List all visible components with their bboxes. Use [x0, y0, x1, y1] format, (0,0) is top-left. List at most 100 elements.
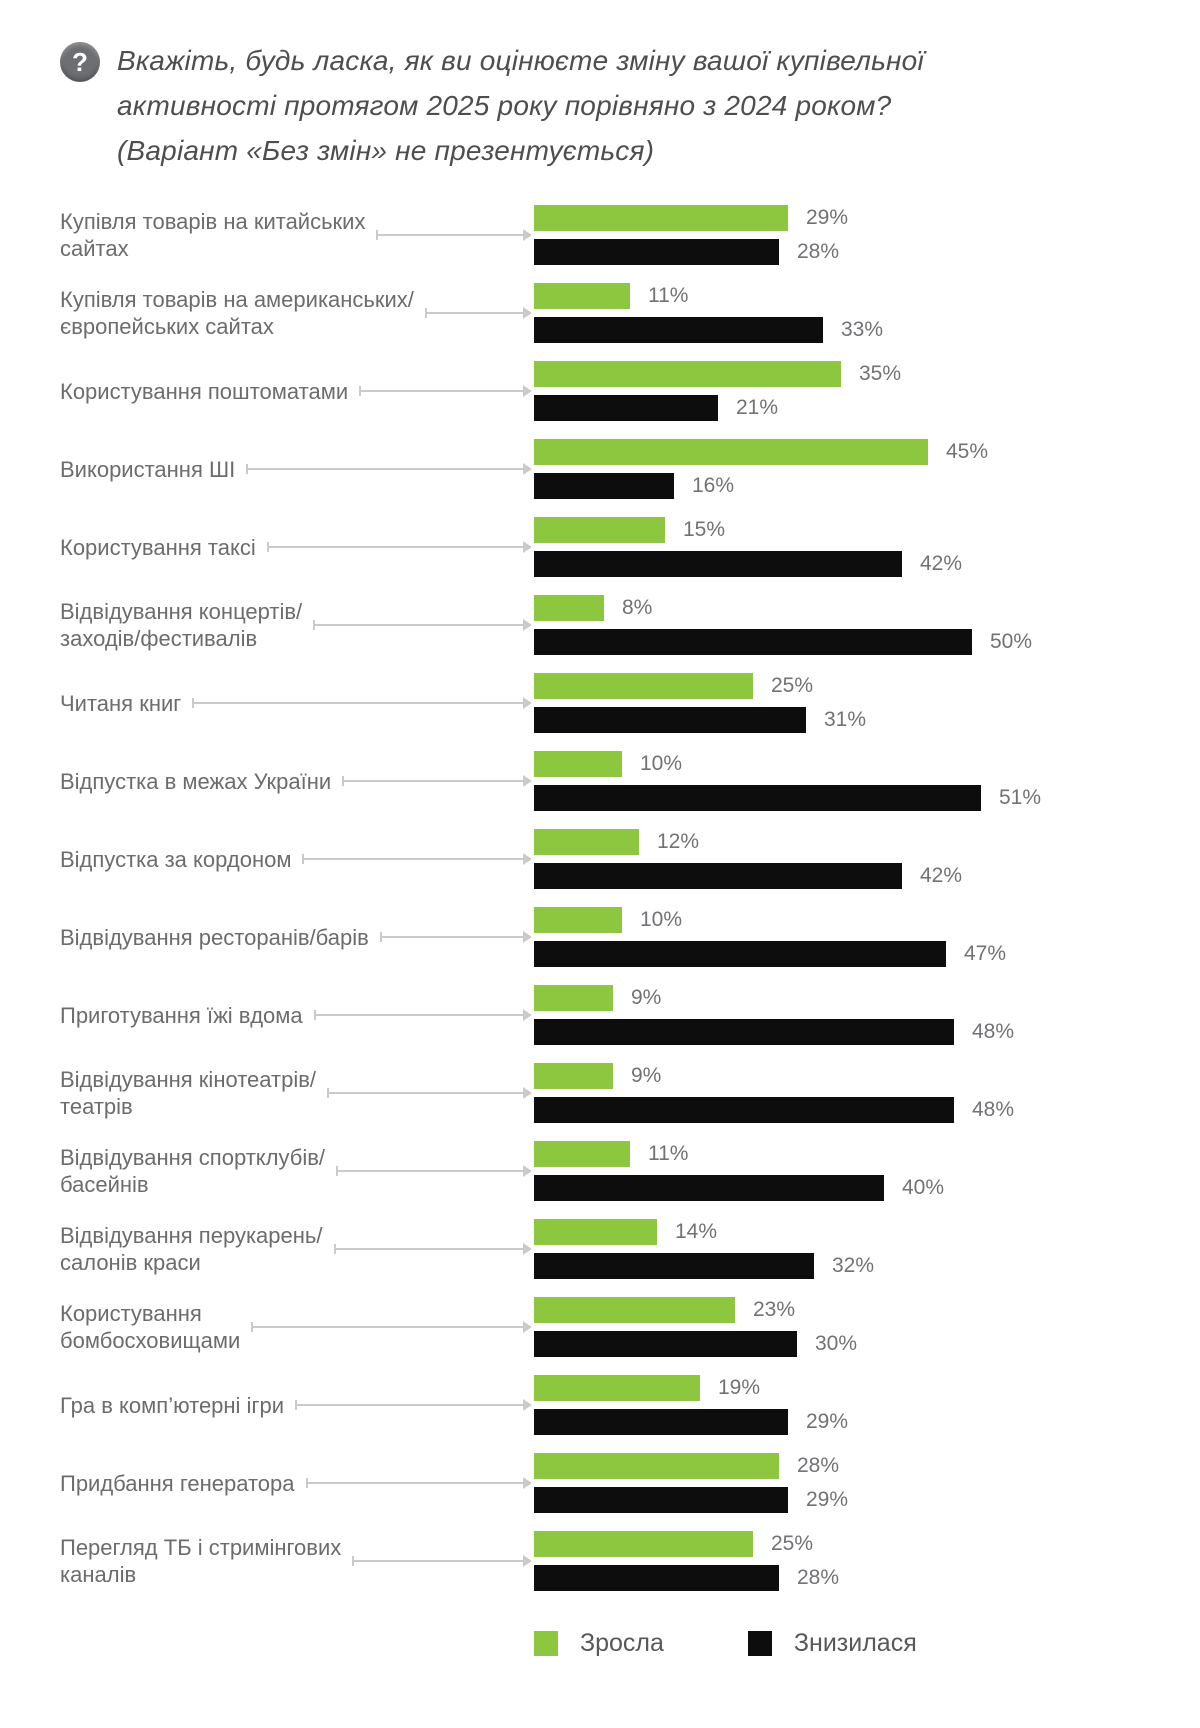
category-label-area: Придбання генератора: [60, 1453, 534, 1513]
value-label: 29%: [806, 206, 849, 229]
chart-row: Відпустка за кордоном 12% 42%: [60, 829, 1200, 889]
value-label: 45%: [946, 440, 989, 463]
value-label: 29%: [806, 1410, 849, 1433]
category-label: Приготування їжі вдома: [60, 1002, 303, 1028]
value-label: 50%: [990, 630, 1033, 653]
category-label-area: Купівля товарів на американських/ європе…: [60, 283, 534, 343]
category-label: Користування поштоматами: [60, 378, 349, 404]
leader-arrow-line: [352, 1555, 532, 1567]
bar-line: 35%: [534, 361, 1200, 387]
value-label: 25%: [771, 1532, 814, 1555]
bar-pair: 9% 48%: [534, 1063, 1200, 1123]
chart-row: Купівля товарів на китайських сайтах 29% 2…: [60, 205, 1200, 265]
chart-row: Відвідування кінотеатрів/ театрів 9% 48%: [60, 1063, 1200, 1123]
bar-line: 21%: [534, 395, 1200, 421]
value-label: 10%: [640, 752, 683, 775]
value-label: 9%: [631, 1064, 662, 1087]
value-label: 10%: [640, 908, 683, 931]
bar-increased: [534, 283, 630, 309]
value-label: 28%: [797, 1454, 840, 1477]
bar-decreased: [534, 1409, 788, 1435]
bar-line: 29%: [534, 205, 1200, 231]
category-label: Користування бомбосховищами: [60, 1301, 241, 1353]
bar-decreased: [534, 239, 779, 265]
question-line-2: активності протягом 2025 року порівняно …: [117, 90, 892, 121]
bar-line: 8%: [534, 595, 1200, 621]
bar-line: 10%: [534, 751, 1200, 777]
bar-line: 15%: [534, 517, 1200, 543]
bar-line: 40%: [534, 1175, 1200, 1201]
bar-pair: 15% 42%: [534, 517, 1200, 577]
bar-line: 14%: [534, 1219, 1200, 1245]
bar-line: 28%: [534, 239, 1200, 265]
category-label-area: Відвідування кінотеатрів/ театрів: [60, 1063, 534, 1123]
value-label: 29%: [806, 1488, 849, 1511]
bar-increased: [534, 1297, 735, 1323]
chart-row: Відпустка в межах України 10% 51%: [60, 751, 1200, 811]
bar-line: 25%: [534, 673, 1200, 699]
bar-pair: 28% 29%: [534, 1453, 1200, 1513]
bar-line: 11%: [534, 1141, 1200, 1167]
value-label: 32%: [832, 1254, 875, 1277]
value-label: 9%: [631, 986, 662, 1009]
bar-pair: 25% 28%: [534, 1531, 1200, 1591]
category-label: Купівля товарів на американських/ європе…: [60, 287, 414, 339]
question-block: ? Вкажіть, будь ласка, як ви оцінюєте зм…: [60, 38, 1200, 173]
value-label: 21%: [736, 396, 779, 419]
bar-pair: 9% 48%: [534, 985, 1200, 1045]
bar-decreased: [534, 785, 981, 811]
category-label-area: Використання ШІ: [60, 439, 534, 499]
bar-pair: 25% 31%: [534, 673, 1200, 733]
bar-decreased: [534, 473, 674, 499]
chart-legend: Зросла Знизилася: [534, 1629, 1200, 1658]
bar-decreased: [534, 863, 902, 889]
leader-arrow-line: [424, 307, 533, 319]
bar-increased: [534, 1063, 613, 1089]
chart-row: Використання ШІ 45% 16%: [60, 439, 1200, 499]
chart-row: Гра в комп’ютерні ігри 19% 29%: [60, 1375, 1200, 1435]
value-label: 14%: [675, 1220, 718, 1243]
leader-arrow-line: [313, 619, 532, 631]
bar-line: 48%: [534, 1019, 1200, 1045]
bar-increased: [534, 1531, 753, 1557]
bar-decreased: [534, 1175, 884, 1201]
bar-pair: 23% 30%: [534, 1297, 1200, 1357]
chart-rows: Купівля товарів на китайських сайтах 29% 2…: [60, 205, 1200, 1591]
bar-pair: 45% 16%: [534, 439, 1200, 499]
value-label: 19%: [718, 1376, 761, 1399]
leader-arrow-line: [379, 931, 533, 943]
chart-row: Користування бомбосховищами 23% 30%: [60, 1297, 1200, 1357]
category-label-area: Купівля товарів на китайських сайтах: [60, 205, 534, 265]
bar-increased: [534, 1141, 630, 1167]
bar-line: 32%: [534, 1253, 1200, 1279]
bar-line: 48%: [534, 1097, 1200, 1123]
bar-pair: 10% 47%: [534, 907, 1200, 967]
leader-arrow-line: [302, 853, 532, 865]
bar-pair: 11% 33%: [534, 283, 1200, 343]
value-label: 48%: [972, 1098, 1015, 1121]
bar-decreased: [534, 941, 946, 967]
bar-increased: [534, 205, 788, 231]
category-label-area: Відвідування ресторанів/барів: [60, 907, 534, 967]
bar-decreased: [534, 1487, 788, 1513]
bar-line: 31%: [534, 707, 1200, 733]
legend-item-increased: Зросла: [534, 1629, 664, 1658]
chart-row: Відвідування спортклубів/ басейнів 11% 40%: [60, 1141, 1200, 1201]
chart-row: Користування таксі 15% 42%: [60, 517, 1200, 577]
bar-increased: [534, 1453, 779, 1479]
category-label-area: Читаня книг: [60, 673, 534, 733]
category-label-area: Відвідування концертів/ заходів/фестивал…: [60, 595, 534, 655]
bar-line: 25%: [534, 1531, 1200, 1557]
value-label: 42%: [920, 864, 963, 887]
value-label: 48%: [972, 1020, 1015, 1043]
category-label: Читаня книг: [60, 690, 182, 716]
bar-line: 10%: [534, 907, 1200, 933]
value-label: 42%: [920, 552, 963, 575]
bar-pair: 12% 42%: [534, 829, 1200, 889]
chart-row: Користування поштоматами 35% 21%: [60, 361, 1200, 421]
leader-arrow-line: [266, 541, 533, 553]
chart-row: Відвідування ресторанів/барів 10% 47%: [60, 907, 1200, 967]
bar-line: 28%: [534, 1453, 1200, 1479]
value-label: 47%: [964, 942, 1007, 965]
bar-increased: [534, 595, 604, 621]
